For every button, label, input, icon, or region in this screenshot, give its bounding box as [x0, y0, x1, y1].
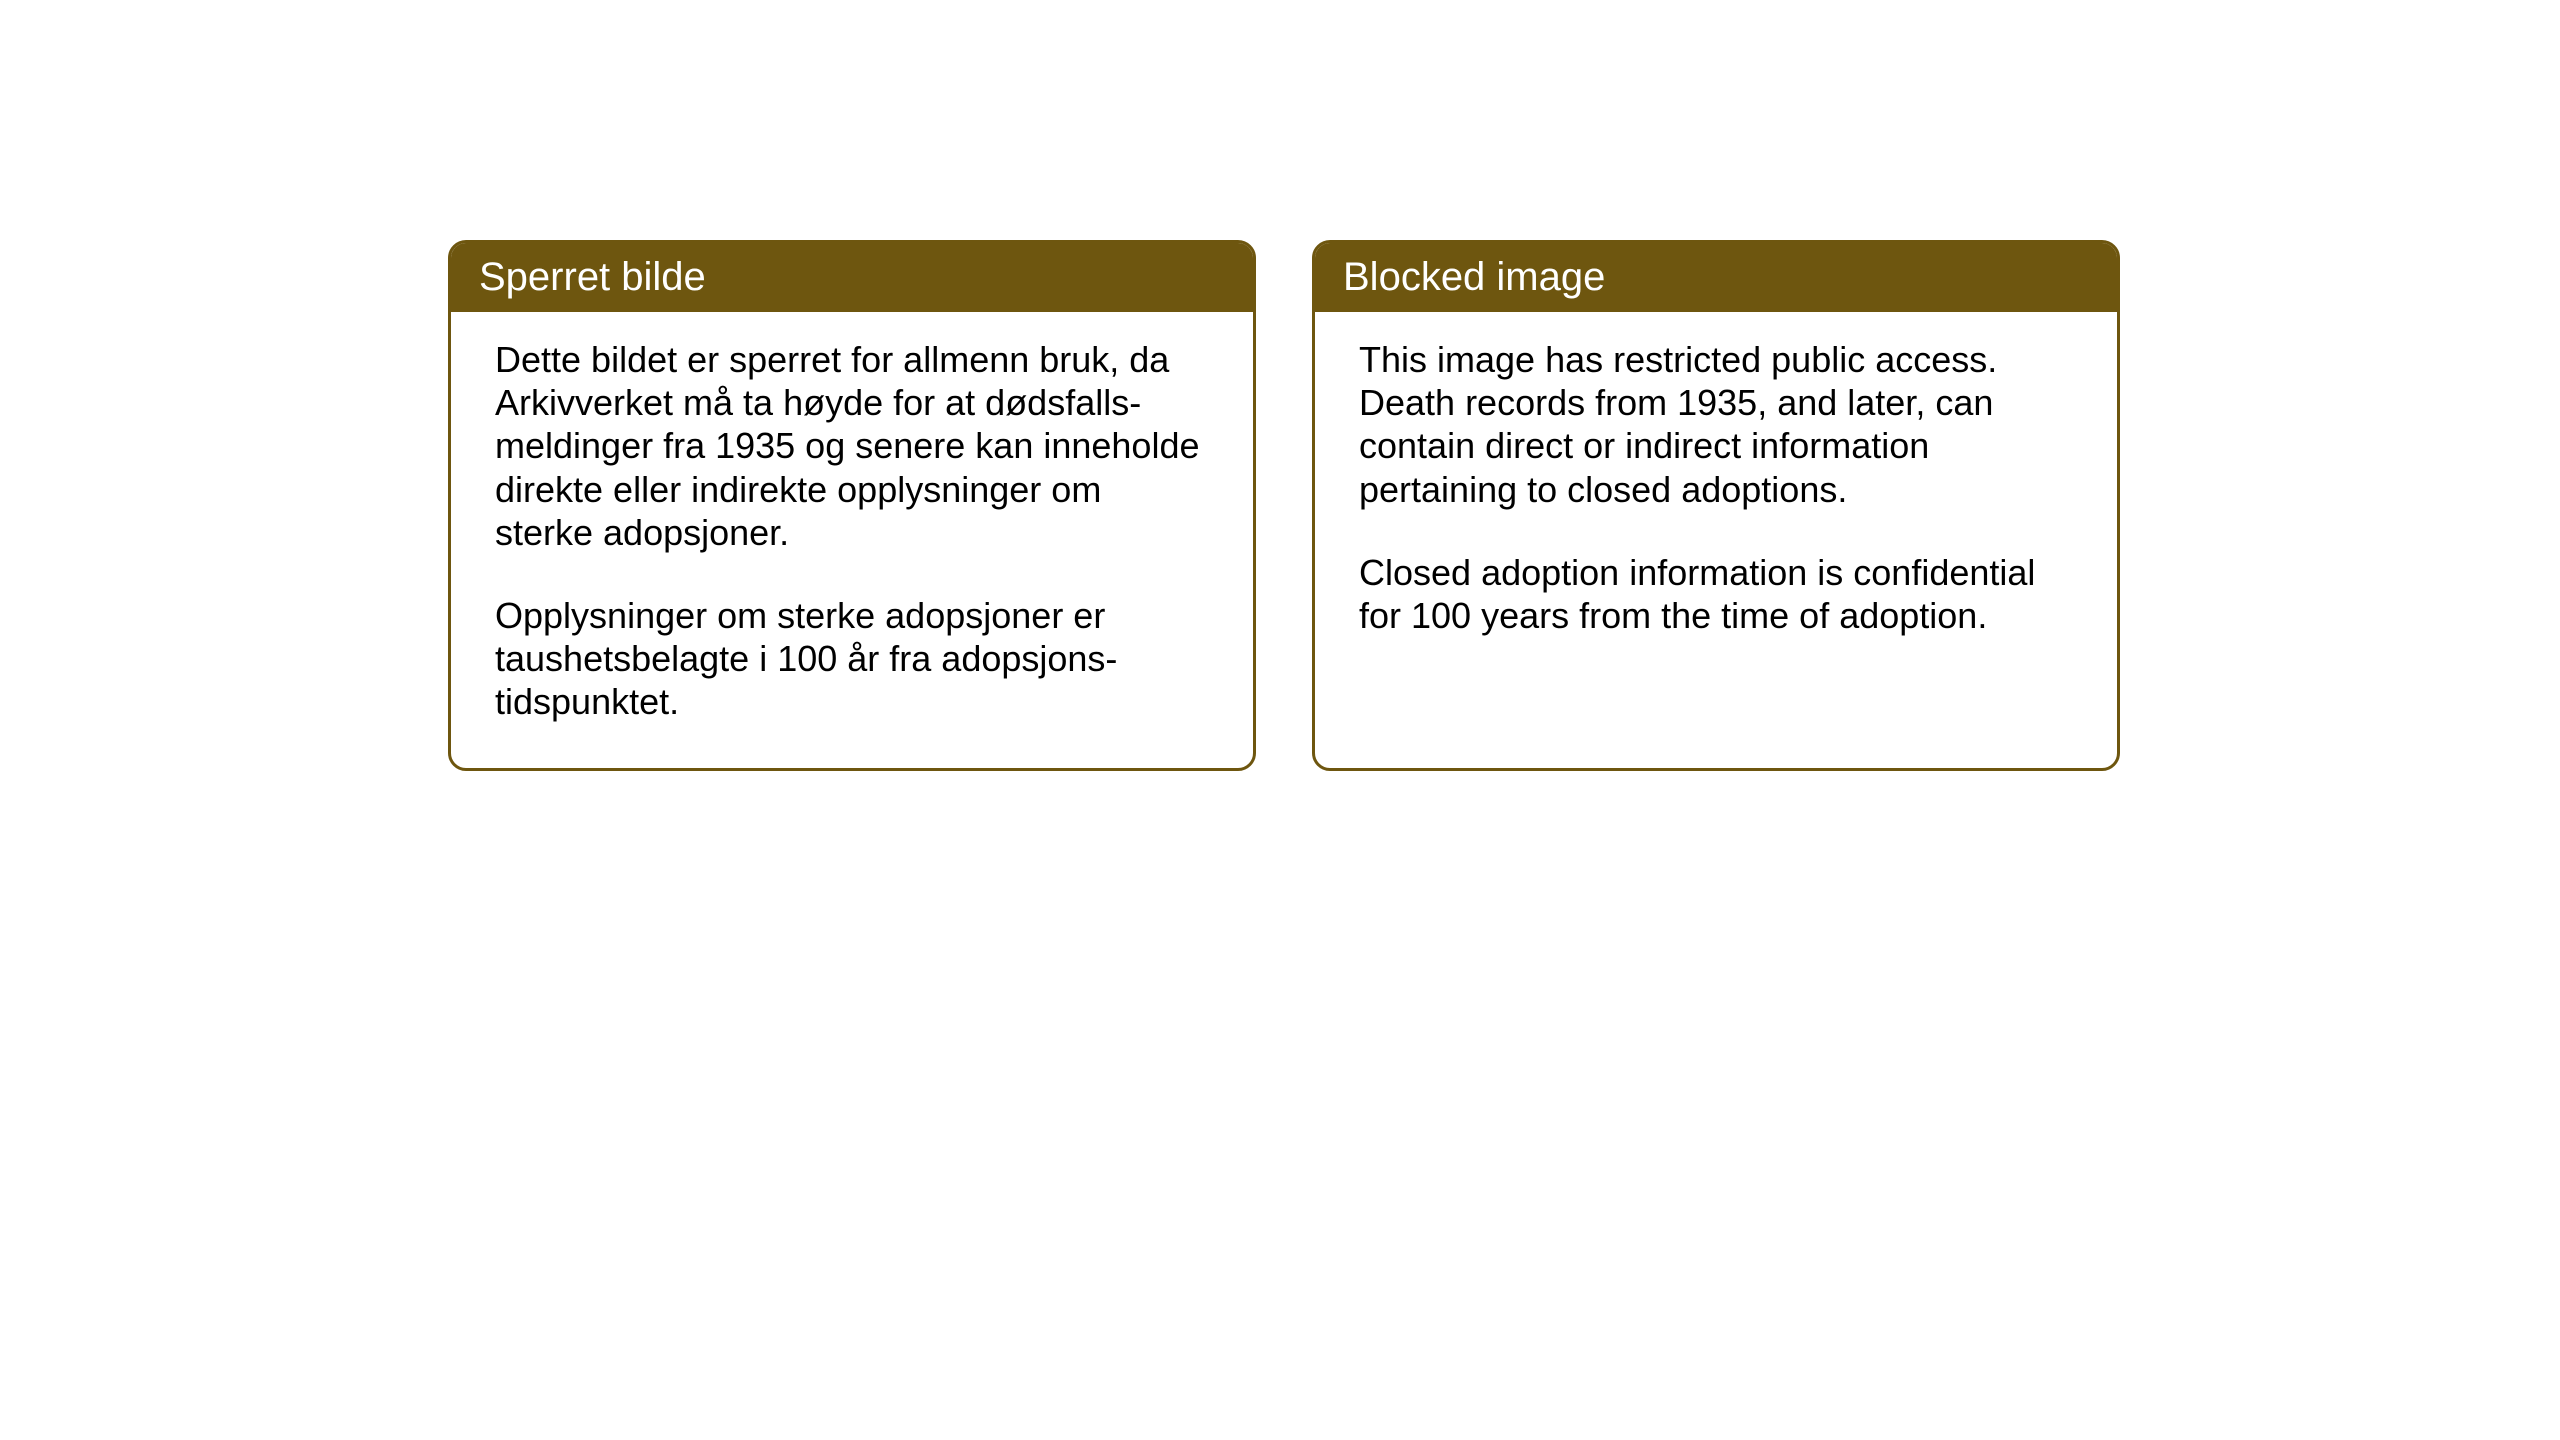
notice-card-norwegian: Sperret bilde Dette bildet er sperret fo…	[448, 240, 1256, 771]
notice-card-english: Blocked image This image has restricted …	[1312, 240, 2120, 771]
card-body-english: This image has restricted public access.…	[1315, 312, 2117, 752]
notice-container: Sperret bilde Dette bildet er sperret fo…	[448, 240, 2120, 771]
notice-paragraph-2-no: Opplysninger om sterke adopsjoner er tau…	[495, 594, 1209, 724]
notice-paragraph-1-no: Dette bildet er sperret for allmenn bruk…	[495, 338, 1209, 554]
card-title-english: Blocked image	[1315, 243, 2117, 312]
notice-paragraph-1-en: This image has restricted public access.…	[1359, 338, 2073, 511]
card-title-norwegian: Sperret bilde	[451, 243, 1253, 312]
notice-paragraph-2-en: Closed adoption information is confident…	[1359, 551, 2073, 637]
card-body-norwegian: Dette bildet er sperret for allmenn bruk…	[451, 312, 1253, 768]
